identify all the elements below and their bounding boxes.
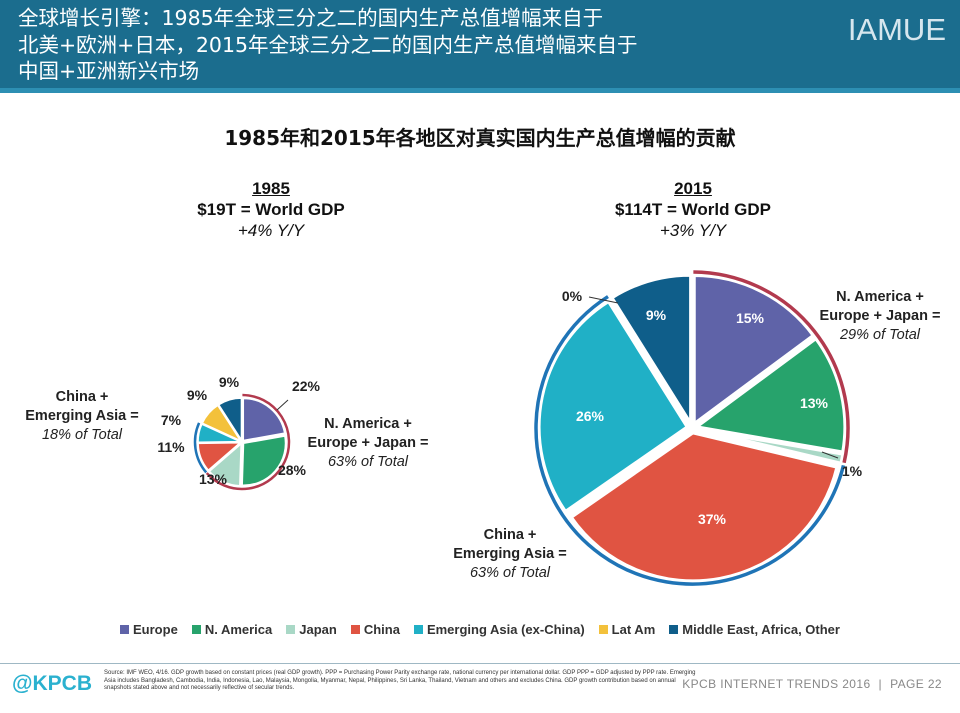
pie-2015-leader-lat-am bbox=[588, 296, 619, 304]
pie-2015-label-lat-am: 0% bbox=[562, 288, 583, 304]
legend-item-lat-am: Lat Am bbox=[598, 622, 656, 637]
pie-1985-growth: +4% Y/Y bbox=[237, 221, 305, 240]
pie-2015-group-2-name-line-1: China + bbox=[484, 527, 537, 543]
source-note: Source: IMF WEO, 4/16. GDP growth based … bbox=[104, 670, 696, 691]
pie-2015-label-emerging-asia-ex-china: 26% bbox=[576, 408, 605, 424]
pie-2015-label-japan: 1% bbox=[842, 463, 863, 479]
legend-swatch-japan bbox=[286, 625, 296, 634]
legend-item-middle-east-africa-other: Middle East, Africa, Other bbox=[669, 622, 840, 637]
pie-2015-label-europe: 15% bbox=[736, 310, 765, 326]
legend-label-middle-east-africa-other: Middle East, Africa, Other bbox=[682, 622, 840, 637]
footer-report-info: KPCB INTERNET TRENDS 2016 | PAGE 22 bbox=[682, 677, 942, 691]
pie-1985-leader-europe bbox=[276, 399, 289, 411]
pie-2015-gdp: $114T = World GDP bbox=[614, 200, 772, 219]
page-number: PAGE 22 bbox=[890, 677, 942, 691]
pie-2015-label-n-america: 13% bbox=[800, 395, 829, 411]
pie-1985-label-n-america: 28% bbox=[278, 462, 307, 478]
pie-2015-group-arc-1 bbox=[693, 270, 850, 464]
report-name: KPCB INTERNET TRENDS 2016 bbox=[682, 677, 871, 691]
pie-1985-slice-n-america bbox=[241, 435, 287, 487]
pie-1985-group-2-name-line-2: Emerging Asia = bbox=[25, 408, 139, 424]
pie-2015-slice-japan bbox=[696, 427, 845, 466]
pie-1985-group-1-total: 63% of Total bbox=[328, 454, 409, 470]
pie-1985-label-middle-east-africa-other: 9% bbox=[219, 374, 240, 390]
pie-2015-slice-china bbox=[569, 431, 839, 583]
pie-1985-year: 1985 bbox=[252, 179, 290, 198]
legend-swatch-europe bbox=[120, 625, 130, 634]
pie-2015-slice-europe bbox=[692, 274, 816, 427]
pie-1985-label-emerging-asia-ex-china: 7% bbox=[161, 412, 182, 428]
pie-2015-label-china: 37% bbox=[698, 511, 727, 527]
pie-1985-heading: 1985 $19T = World GDP +4% Y/Y bbox=[146, 178, 396, 241]
pie-2015-slice-middle-east-africa-other bbox=[609, 273, 693, 429]
pie-1985-label-europe: 22% bbox=[292, 378, 321, 394]
pie-1985-slice-japan bbox=[208, 442, 242, 487]
pie-1985-group-arc-1 bbox=[205, 393, 291, 491]
pie-1985-group-2-total: 18% of Total bbox=[42, 427, 123, 443]
pie-2015-slice-emerging-asia-ex-china bbox=[537, 299, 690, 514]
legend-label-europe: Europe bbox=[133, 622, 178, 637]
pie-1985-slice-china bbox=[197, 441, 243, 472]
legend-swatch-n-america bbox=[191, 625, 201, 634]
pie-1985-label-lat-am: 9% bbox=[187, 387, 208, 403]
pie-2015-group-2-total: 63% of Total bbox=[470, 565, 551, 581]
footer-divider bbox=[0, 663, 960, 664]
chart-title: 1985年和2015年各地区对真实国内生产总值增幅的贡献 bbox=[224, 126, 736, 150]
header-divider bbox=[0, 88, 960, 93]
pie-2015-slice-n-america bbox=[693, 336, 847, 454]
pie-1985-gdp: $19T = World GDP bbox=[197, 200, 345, 219]
pie-1985-group-1-name-line-2: Europe + Japan = bbox=[308, 435, 429, 451]
pie-1985-group-2-name-line-1: China + bbox=[56, 389, 109, 405]
legend-item-europe: Europe bbox=[120, 622, 178, 637]
legend-label-lat-am: Lat Am bbox=[611, 622, 656, 637]
kpcb-logo: @KPCB bbox=[12, 672, 92, 695]
pie-1985-slice-middle-east-africa-other bbox=[217, 397, 243, 443]
legend-label-emerging-asia-ex-china: Emerging Asia (ex-China) bbox=[426, 622, 585, 637]
pie-1985-group-arc-2 bbox=[193, 422, 208, 474]
pie-2015-growth: +3% Y/Y bbox=[659, 221, 727, 240]
brand-watermark: IAMUE bbox=[847, 12, 946, 47]
legend-label-n-america: N. America bbox=[204, 622, 273, 637]
chart-legend: Europe N. America Japan China Emerging Asia … bbox=[0, 622, 960, 637]
legend-label-japan: Japan bbox=[299, 622, 337, 637]
pie-2015-year: 2015 bbox=[674, 179, 712, 198]
legend-label-china: China bbox=[363, 622, 400, 637]
footer-separator: | bbox=[878, 677, 883, 691]
pie-1985-group-1-name-line-1: N. America + bbox=[324, 416, 412, 432]
pie-1985-slice-lat-am bbox=[201, 404, 243, 443]
pie-2015-group-2-name-line-2: Emerging Asia = bbox=[453, 546, 567, 562]
legend-item-n-america: N. America bbox=[191, 622, 273, 637]
pie-2015-group-arc-2 bbox=[534, 295, 846, 586]
pie-1985-label-china: 11% bbox=[157, 439, 185, 455]
legend-swatch-emerging-asia-ex-china bbox=[413, 625, 423, 634]
pie-2015-leader-japan bbox=[821, 451, 839, 459]
title-bar: 全球增长引擎：1985年全球三分之二的国内生产总值增幅来自于 北美+欧洲+日本，… bbox=[0, 0, 960, 88]
slide-title: 全球增长引擎：1985年全球三分之二的国内生产总值增幅来自于 北美+欧洲+日本，… bbox=[18, 6, 638, 83]
legend-item-china: China bbox=[350, 622, 400, 637]
legend-swatch-china bbox=[350, 625, 360, 634]
pie-2015-label-middle-east-africa-other: 9% bbox=[646, 307, 667, 323]
pie-2015-heading: 2015 $114T = World GDP +3% Y/Y bbox=[568, 178, 818, 241]
legend-swatch-middle-east-africa-other bbox=[669, 625, 679, 634]
legend-item-emerging-asia-ex-china: Emerging Asia (ex-China) bbox=[413, 622, 585, 637]
pie-1985-slice-emerging-asia-ex-china bbox=[197, 423, 241, 444]
legend-swatch-lat-am bbox=[598, 625, 608, 634]
pie-1985-label-japan: 13% bbox=[199, 471, 228, 487]
pie-1985-slice-europe bbox=[242, 397, 286, 442]
legend-item-japan: Japan bbox=[286, 622, 337, 637]
pie-2015-group-1-name-line-1: N. America + bbox=[836, 289, 924, 305]
pie-2015-group-1-total: 29% of Total bbox=[839, 327, 921, 343]
pie-2015-group-1-name-line-2: Europe + Japan = bbox=[820, 308, 941, 324]
